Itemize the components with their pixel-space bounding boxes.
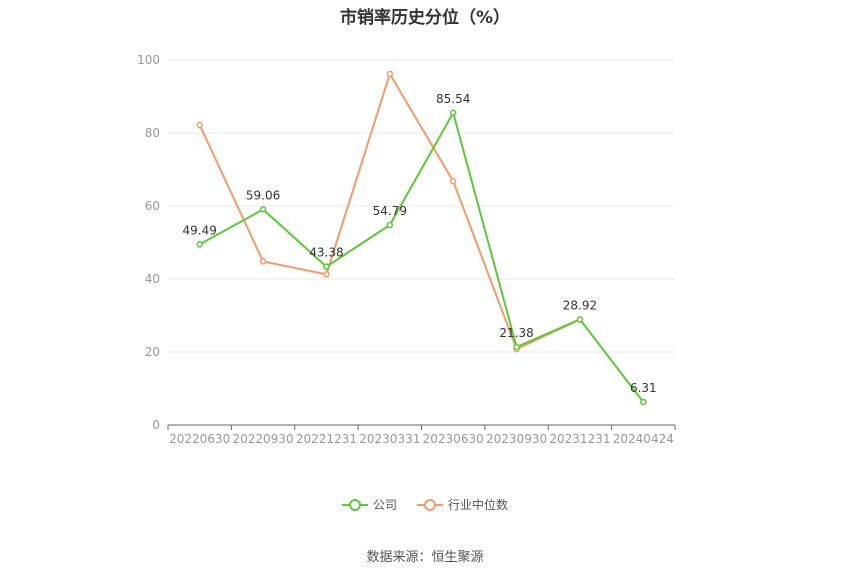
y-tick-label-0: 0 (152, 418, 160, 432)
data-point-industry (449, 177, 457, 185)
legend-industry-marker-icon (417, 498, 443, 511)
data-label-company: 49.49 (183, 223, 217, 237)
series-line-company (199, 110, 645, 403)
legend-item-industry[interactable]: 行业中位数 (417, 496, 508, 513)
y-tick-label-60: 60 (145, 199, 160, 213)
y-tick-label-100: 100 (137, 53, 160, 67)
data-point-company (640, 398, 647, 406)
y-tick-label-20: 20 (145, 345, 160, 359)
data-label-company: 43.38 (309, 246, 343, 260)
y-tick-label-40: 40 (145, 272, 160, 286)
data-label-company: 54.79 (373, 204, 407, 218)
x-tick-label: 20220630 (169, 432, 230, 446)
legend-company-marker-icon (341, 498, 368, 511)
data-point-company (576, 316, 584, 323)
x-tick-label: 20230930 (486, 432, 547, 446)
x-tick-label: 20221231 (296, 432, 357, 446)
x-tick-label: 20230331 (359, 432, 420, 446)
data-point-company (513, 343, 520, 351)
data-point-company (449, 109, 457, 117)
data-label-company: 59.06 (246, 188, 280, 202)
data-point-industry (323, 271, 330, 278)
data-point-industry (259, 258, 267, 265)
legend-item-company[interactable]: 公司 (341, 496, 397, 513)
chart-legend: 公司 行业中位数 (0, 496, 850, 513)
y-tick-label-80: 80 (145, 126, 160, 140)
legend-label-industry: 行业中位数 (448, 498, 509, 512)
x-tick-label: 20220930 (233, 432, 294, 446)
data-label-company: 6.31 (630, 381, 657, 395)
data-label-company: 28.92 (563, 298, 597, 312)
data-point-company (196, 241, 203, 248)
x-tick-label: 20240424 (613, 432, 674, 446)
data-point-company (323, 263, 330, 270)
data-point-company (386, 221, 394, 229)
data-label-company: 85.54 (436, 92, 470, 106)
data-source: 数据来源：恒生聚源 (366, 550, 484, 565)
chart-title: 市销率历史分位（%） (339, 8, 511, 28)
data-point-company (259, 206, 267, 213)
x-tick-label: 20231231 (549, 432, 610, 446)
x-tick-label: 20230630 (423, 432, 484, 446)
legend-label-company: 公司 (372, 498, 397, 512)
data-point-industry (196, 121, 203, 129)
data-label-company: 21.38 (499, 326, 533, 340)
data-point-industry (386, 70, 394, 78)
